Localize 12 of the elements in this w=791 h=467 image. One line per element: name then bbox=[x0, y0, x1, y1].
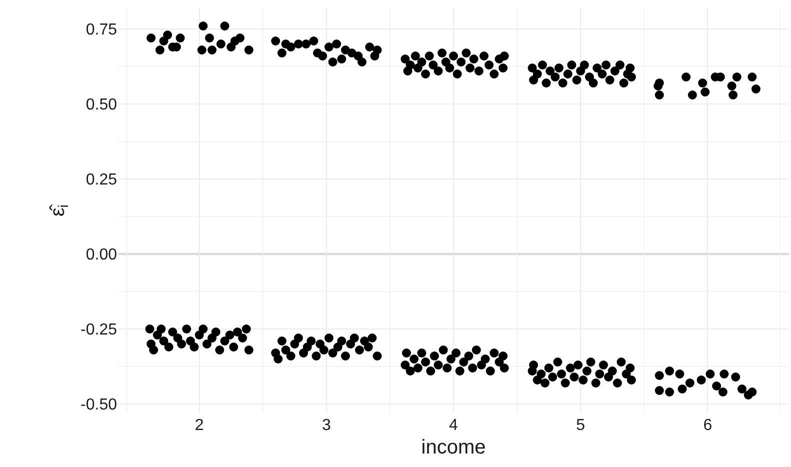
x-tick-label: 4 bbox=[449, 417, 458, 434]
x-tick-label: 2 bbox=[194, 417, 204, 434]
y-tick-label: -0.50 bbox=[80, 396, 118, 414]
y-tick-label: 0.00 bbox=[86, 246, 118, 264]
y-tick-label: -0.25 bbox=[80, 322, 118, 339]
x-tick-label: 3 bbox=[322, 417, 331, 434]
y-tick-label: 0.50 bbox=[86, 96, 118, 114]
x-tick-label: 6 bbox=[703, 417, 712, 434]
x-tick-label: 5 bbox=[576, 417, 586, 434]
y-tick-label: 0.25 bbox=[86, 172, 118, 189]
x-axis-title: income bbox=[421, 436, 486, 458]
y-tick-label: 0.75 bbox=[86, 22, 118, 39]
